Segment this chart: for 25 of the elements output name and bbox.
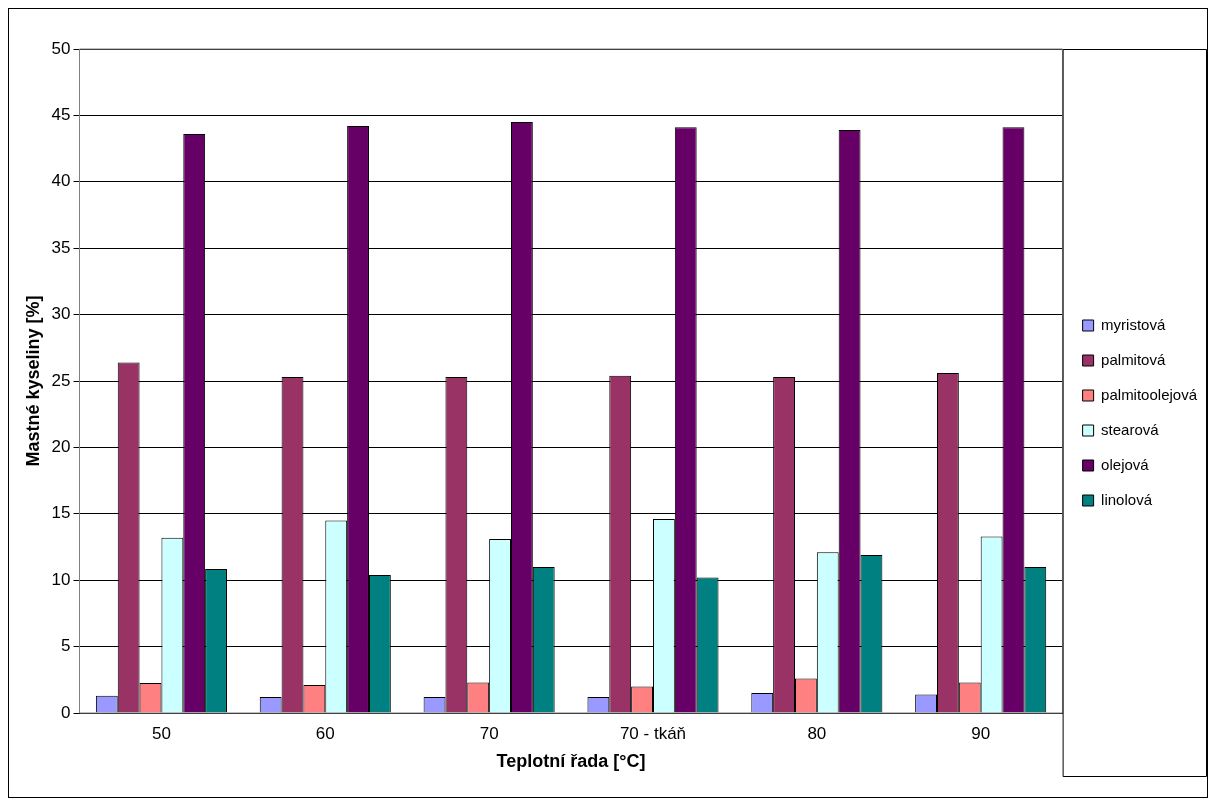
legend-label: palmitová [1101,350,1166,368]
legend-label: linolová [1101,490,1153,508]
y-tick-label: 5 [61,636,71,656]
x-tick-label: 70 - tkáň [619,723,687,743]
legend-label: olejová [1101,455,1150,473]
x-tick-label: 60 [315,723,335,743]
x-tick-label: 50 [151,723,171,743]
legend-label: palmitoolejová [1101,385,1198,403]
y-tick-label: 30 [51,304,71,324]
y-tick-label: 25 [51,370,71,390]
y-tick-label: 45 [51,105,71,125]
x-tick-label: 70 [479,723,499,743]
legend-label: stearová [1101,420,1160,438]
y-tick-label: 0 [61,702,71,722]
y-axis-title: Mastné kyseliny [%] [22,295,43,467]
x-tick-label: 80 [807,723,827,743]
y-tick-label: 20 [51,437,71,457]
y-tick-label: 10 [51,569,71,589]
y-tick-label: 50 [51,38,71,58]
x-axis-title: Teplotní řada [°C] [496,751,646,772]
y-tick-label: 40 [51,171,71,191]
x-tick-label: 90 [971,723,991,743]
y-tick-label: 35 [51,237,71,257]
legend-label: myristová [1101,315,1166,333]
y-tick-label: 15 [51,503,71,523]
